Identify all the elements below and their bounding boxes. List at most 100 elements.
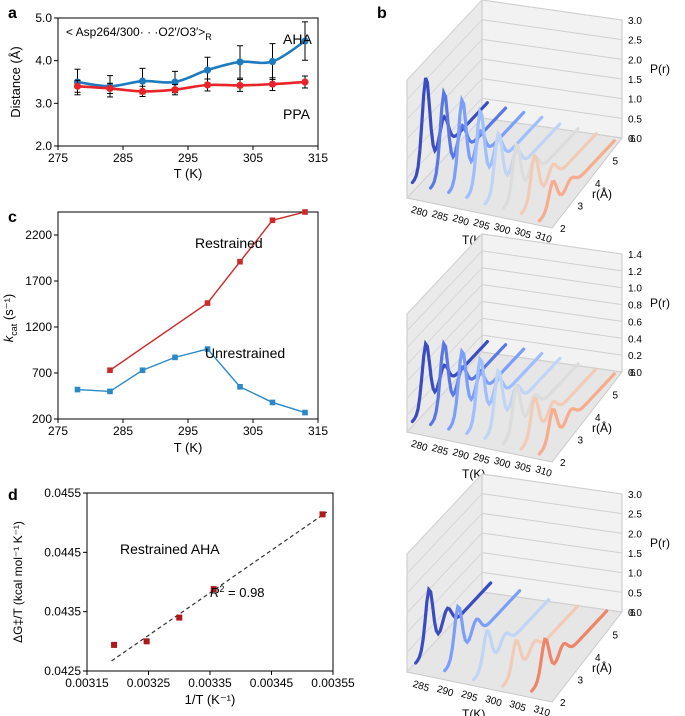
back-wall [481, 233, 623, 373]
grid-line [481, 512, 623, 534]
z-tick-label: 0.2 [628, 351, 642, 362]
y-tick-label: 2.0 [35, 139, 52, 153]
grid-line [406, 351, 483, 433]
distribution-curve [414, 581, 493, 665]
grid-line [406, 250, 483, 332]
t-tick-label: 305 [508, 699, 528, 715]
axes-frame [86, 492, 334, 672]
data-point-restrained [204, 300, 211, 306]
y-tick-label: 0.0455 [44, 486, 81, 500]
grid-line [481, 267, 623, 289]
t-tick-label: 285 [411, 679, 431, 695]
distribution-curve [501, 127, 580, 211]
data-point-aha [171, 78, 179, 86]
annotation: Restrained AHA [120, 541, 220, 557]
x-tick-label: 0.00345 [250, 676, 294, 690]
grid-line [481, 300, 623, 322]
data-point-ppa [301, 78, 309, 86]
y-tick-label: 700 [32, 366, 52, 380]
data-point-restrained [269, 217, 276, 224]
grid-line [481, 250, 623, 272]
distribution-curve [519, 367, 598, 451]
z-tick-label: 1.5 [628, 75, 642, 86]
data-point [210, 586, 217, 593]
panel-c-chart: 275 285 295 305 315 200 700 1200 1700 2200 Restrai… [1, 209, 328, 455]
data-point-restrained [302, 209, 308, 215]
z-tick-label: 1.0 [628, 95, 642, 106]
r-tick-label: 5 [613, 391, 619, 402]
series-label-unrestrained: Unrestrained [205, 345, 285, 361]
grid-line [481, 351, 623, 373]
y-tick-label: 0.0435 [44, 605, 81, 619]
t-tick-label: 300 [492, 222, 512, 238]
panel-label-d: d [8, 487, 18, 504]
annotation: < Asp264/300· · ·O2′/O3′>R [66, 25, 212, 42]
grid-line [481, 0, 623, 21]
panel-d-chart: 0.00315 0.00325 0.00335 0.00345 0.00355 0.042… [11, 486, 355, 707]
grid-line [481, 284, 623, 306]
data-point-unrestrained [139, 367, 146, 374]
distribution-curve [465, 351, 544, 435]
grid-line [406, 117, 483, 199]
grid-line [406, 284, 483, 365]
distribution-curve [537, 139, 616, 223]
z-tick-label: 0.5 [628, 114, 642, 125]
z-tick-label: 2.5 [628, 510, 642, 521]
x-tick-label: 285 [113, 424, 133, 438]
r-squared-value: = 0.98 [224, 585, 264, 600]
distribution-curve [501, 362, 580, 446]
grid-line [481, 493, 623, 515]
z-axis-label: P(r) [650, 62, 670, 76]
distribution-curve [472, 598, 551, 682]
y-axis-label: kcat (s⁻¹) [1, 294, 19, 342]
x-tick-label: 0.00335 [188, 676, 232, 690]
grid-line [406, 552, 483, 634]
data-point-aha [138, 77, 147, 85]
t-tick-label: 290 [451, 213, 471, 229]
data-point-aha [301, 37, 309, 45]
y-axis-label-subscript: cat [9, 323, 19, 336]
series-label-ppa: PPA [283, 106, 311, 122]
y-tick-label: 3.0 [35, 96, 52, 110]
r-tick-label: 4 [595, 179, 601, 190]
r-tick-label: 3 [578, 436, 584, 447]
data-point-ppa [106, 84, 114, 92]
panel-label-b: b [377, 5, 387, 22]
t-tick-label: 300 [492, 456, 512, 472]
t-tick-label: 280 [409, 204, 429, 220]
grid-line [481, 317, 623, 339]
r-tick-label: 2 [560, 458, 566, 469]
y-tick-label: 5.0 [35, 11, 52, 25]
r-squared-r: R [210, 585, 219, 600]
r-tick-label: 6 [630, 368, 636, 379]
x-tick-label: 295 [178, 424, 198, 438]
y-tick-label: 0.0445 [44, 545, 81, 559]
data-point-unrestrained [172, 354, 178, 361]
distribution-curve [447, 347, 526, 431]
data-point-ppa [138, 87, 147, 95]
distribution-curve [483, 122, 562, 206]
y-tick-label: 1200 [25, 320, 52, 334]
x-axis-label: T (K) [174, 440, 203, 455]
y-axis-label: r(Å) [592, 660, 612, 675]
data-point-restrained [237, 258, 243, 265]
grid-line [481, 334, 623, 356]
grid-line [406, 532, 483, 614]
z-axis-label: P(r) [650, 296, 670, 310]
y-tick-label: 1700 [25, 274, 52, 288]
grid-line [406, 267, 483, 349]
t-tick-label: 290 [451, 447, 471, 463]
grid-line [481, 532, 623, 554]
series-line-unrestrained [77, 348, 306, 414]
y-axis-label: Distance (Å) [8, 46, 23, 118]
r-tick-label: 6 [630, 134, 636, 145]
panel-b-bottom-3d-plot: 0.0 0.5 1.0 1.5 2.0 2.5 3.0 P(r) 285 290 295 300 305… [406, 472, 670, 716]
z-tick-label: 1.2 [628, 267, 642, 278]
y-tick-label: 4.0 [35, 54, 52, 68]
t-tick-label: 305 [513, 226, 533, 242]
data-point-unrestrained [107, 388, 113, 395]
distribution-curve [443, 589, 522, 673]
r-tick-label: 2 [560, 224, 566, 235]
y-axis-label: r(Å) [592, 186, 612, 201]
